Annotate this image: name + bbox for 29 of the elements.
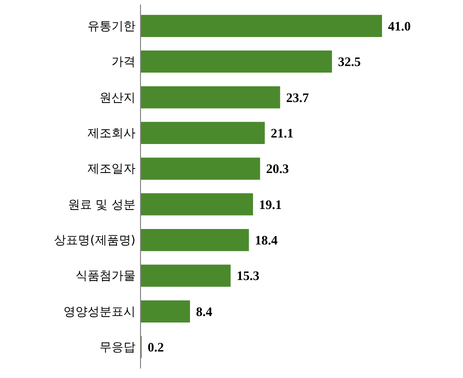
y-tick-label: 원산지 <box>100 90 136 104</box>
data-label: 18.4 <box>254 232 278 248</box>
data-label: 21.1 <box>270 125 294 140</box>
data-label: 15.3 <box>236 268 260 284</box>
bar <box>140 300 190 322</box>
data-label: 0.2 <box>148 340 164 355</box>
y-tick-label: 제조회사 <box>88 126 136 140</box>
bar <box>140 86 280 108</box>
y-tick-label: 제조일자 <box>88 162 136 176</box>
y-tick-label: 식품첨가물 <box>76 268 136 283</box>
data-label: 20.3 <box>266 161 290 176</box>
data-label: 41.0 <box>388 18 411 34</box>
bar <box>140 14 382 37</box>
y-tick-label: 가격 <box>112 54 136 69</box>
bar <box>140 264 231 287</box>
y-tick-label: 영양성분표시 <box>64 304 136 318</box>
bar <box>140 228 249 252</box>
bar <box>140 122 265 144</box>
y-tick-label: 원료 및 성분 <box>68 197 136 212</box>
data-label: 8.4 <box>196 304 213 319</box>
bar <box>140 158 260 180</box>
bar <box>140 50 332 73</box>
data-label: 19.1 <box>259 196 282 212</box>
y-tick-label: 상표명(제품명) <box>54 233 136 248</box>
data-label: 32.5 <box>338 54 362 70</box>
bar <box>140 193 254 216</box>
y-tick-label: 유통기한 <box>88 18 136 33</box>
data-label: 23.7 <box>286 90 310 105</box>
y-tick-label: 무응답 <box>100 340 136 354</box>
